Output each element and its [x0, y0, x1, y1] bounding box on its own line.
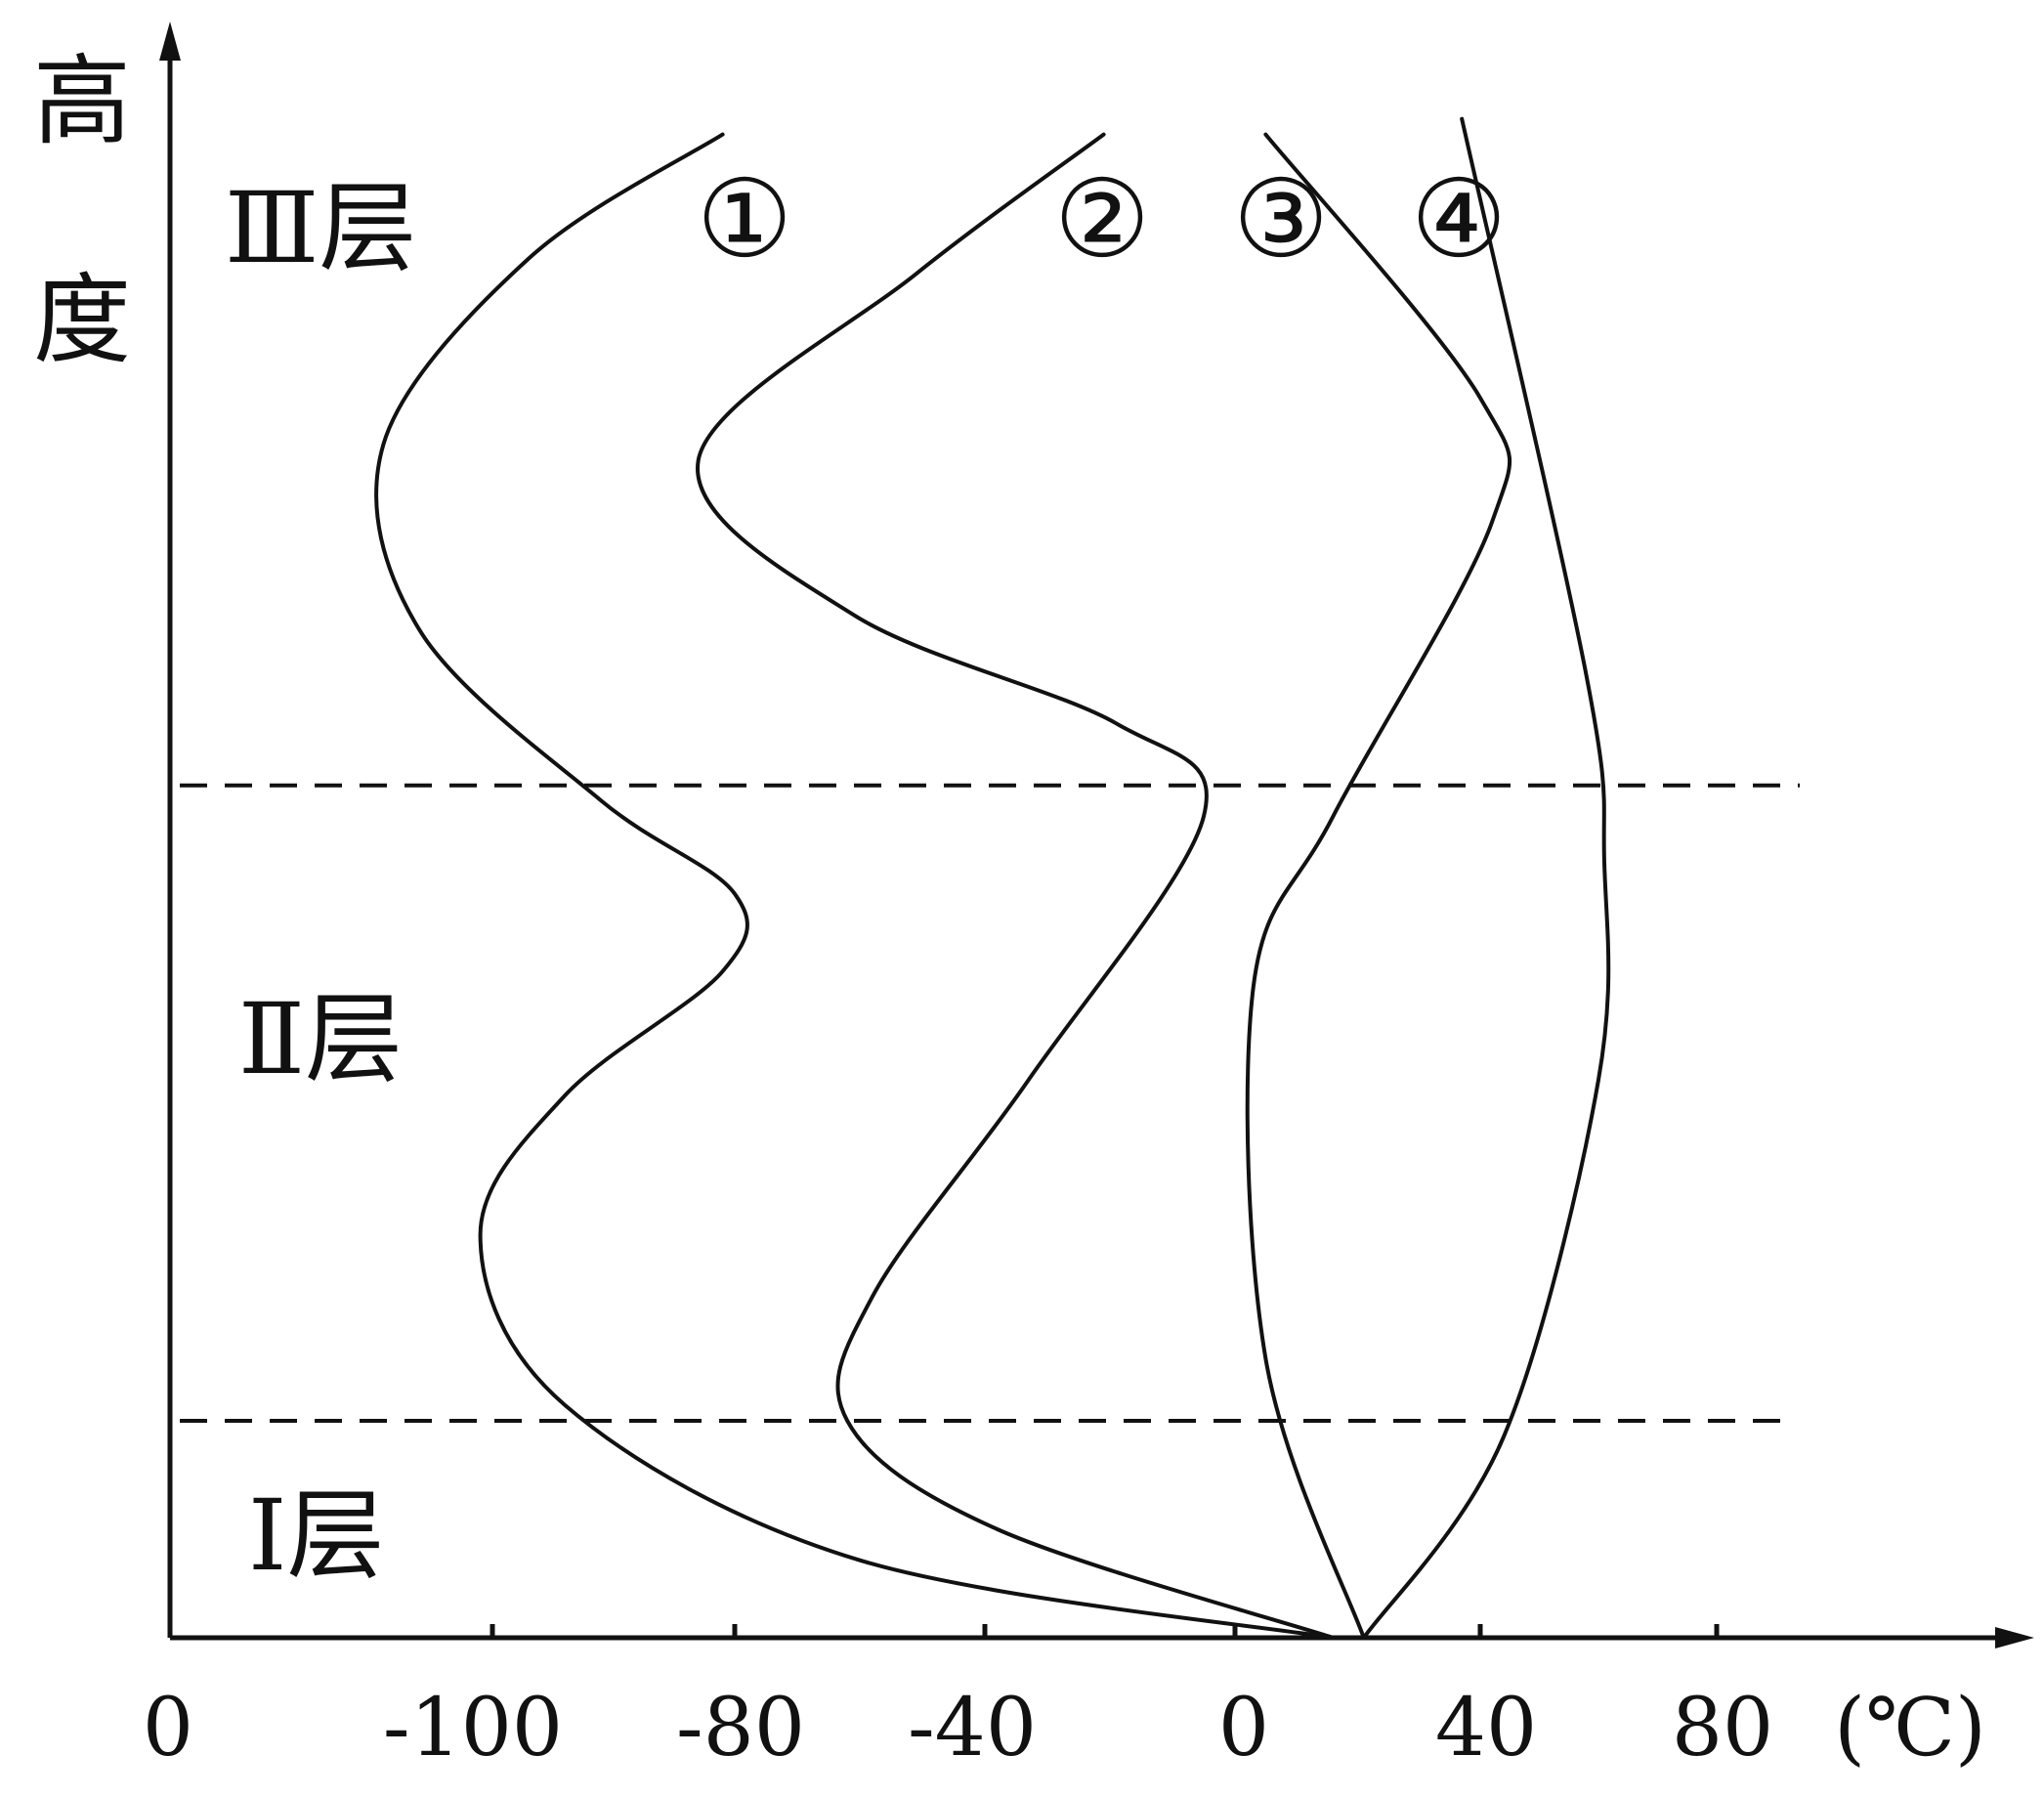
- tick-label: 0: [1218, 1682, 1269, 1775]
- tick-label: 40: [1435, 1682, 1537, 1775]
- y-axis-label: 高 度: [33, 44, 131, 377]
- series-label-4: ④: [1411, 156, 1508, 281]
- curve-series-2: [696, 132, 1336, 1640]
- tick-label: 80: [1672, 1682, 1773, 1775]
- y-axis-arrow: [159, 21, 181, 61]
- y-label-char-1: 高: [33, 44, 131, 158]
- x-unit-label: (℃): [1834, 1682, 1986, 1775]
- tick-label: -100: [383, 1682, 563, 1775]
- curve-series-4: [1361, 116, 1611, 1640]
- series-label-3: ③: [1233, 156, 1330, 281]
- series-label-1: ①: [697, 156, 793, 281]
- layer-label-2: Ⅱ层: [238, 982, 403, 1096]
- x-axis-arrow: [1995, 1627, 2034, 1648]
- y-label-char-2: 度: [33, 263, 131, 377]
- layer-label-3: Ⅲ层: [225, 171, 416, 285]
- temperature-curves: [374, 116, 1611, 1640]
- x-tick-marks: [490, 1624, 1720, 1638]
- tick-label: -80: [676, 1682, 805, 1775]
- x-tick-labels: 0 -100 -80 -40 0 40 80 (℃): [143, 1682, 1986, 1775]
- curve-series-3: [1245, 132, 1512, 1640]
- curve-series-1: [374, 132, 1336, 1640]
- layer-label-1: Ⅰ层: [248, 1478, 385, 1593]
- series-label-2: ②: [1054, 156, 1151, 281]
- tick-label: -40: [908, 1682, 1037, 1775]
- tick-label: 0: [143, 1682, 193, 1775]
